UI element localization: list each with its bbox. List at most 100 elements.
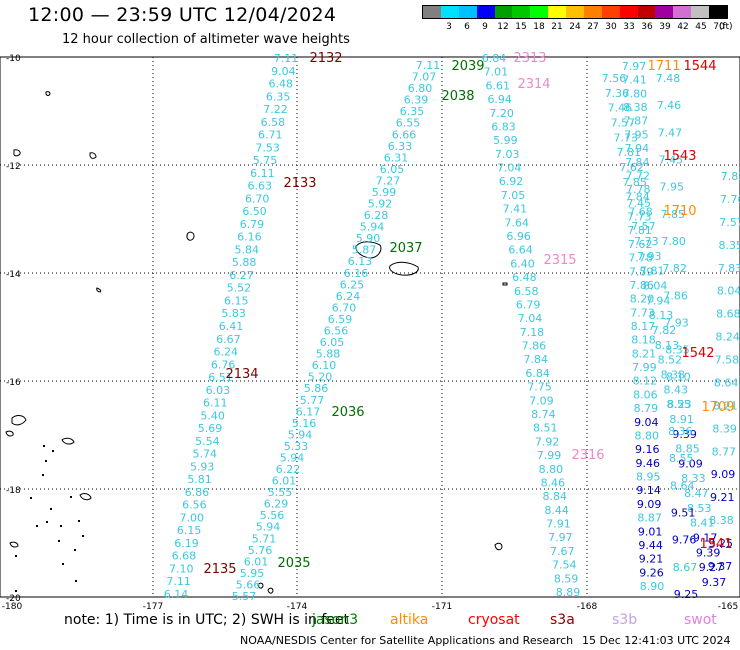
- pass-id-label: 2039: [451, 59, 484, 74]
- wave-height-value: 7.41: [503, 203, 528, 216]
- wave-height-value: 6.27: [229, 269, 254, 282]
- wave-height-value: 8.36: [668, 425, 693, 438]
- wave-height-value: 5.81: [187, 473, 212, 486]
- pass-id-label: 1709: [701, 400, 734, 415]
- wave-height-value: 7.73: [614, 131, 639, 144]
- wave-height-value: 5.52: [227, 282, 252, 295]
- wave-height-value: 8.38: [709, 514, 734, 527]
- colorbar-swatch: [566, 6, 584, 18]
- wave-height-value: 6.39: [404, 94, 429, 107]
- wave-height-value: 8.39: [712, 422, 737, 435]
- colorbar-swatch: [458, 6, 477, 18]
- islet: [42, 474, 44, 476]
- wave-height-value: 7.81: [640, 265, 665, 278]
- latitude-label: -14: [6, 270, 21, 280]
- wave-height-value: 6.63: [248, 180, 273, 193]
- islet: [62, 563, 64, 565]
- wave-height-value: 6.29: [264, 498, 289, 511]
- wave-height-value: 8.53: [687, 502, 712, 515]
- wave-height-value: 5.93: [190, 460, 215, 473]
- island-j: [257, 582, 264, 589]
- pass-id-label: 1542: [681, 346, 714, 361]
- wave-height-value: 6.67: [216, 333, 241, 346]
- legend-s3a: s3a: [550, 612, 575, 628]
- wave-height-value: 5.92: [368, 198, 393, 211]
- wave-height-value: 7.94: [646, 294, 671, 307]
- colorbar-swatch: [548, 6, 566, 18]
- colorbar-label: 24: [569, 22, 581, 32]
- wave-height-value: 8.43: [664, 383, 689, 396]
- pass-id-label: 1711: [647, 59, 680, 74]
- pass-id-label: 2038: [441, 89, 474, 104]
- wave-height-value: 5.75: [253, 154, 278, 167]
- wave-height-value: 7.84: [625, 156, 650, 169]
- wave-height-value: 7.99: [537, 449, 562, 462]
- wave-height-value: 6.05: [320, 336, 345, 349]
- wave-height-value: 6.10: [312, 359, 337, 372]
- wave-height-value: 7.85: [622, 176, 647, 189]
- wave-height-value: 9.14: [636, 484, 661, 497]
- wave-height-value: 6.22: [276, 463, 301, 476]
- wave-height-value: 6.48: [269, 78, 294, 91]
- wave-height-value: 5.94: [256, 521, 281, 534]
- wave-height-value: 7.09: [529, 394, 554, 407]
- wave-height-value: 6.15: [177, 524, 202, 537]
- wave-height-value: 7.46: [657, 99, 682, 112]
- wave-height-value: 5.99: [493, 134, 518, 147]
- wave-height-value: 9.04: [271, 65, 296, 78]
- wave-height-value: 6.66: [392, 128, 417, 141]
- wave-height-value: 6.16: [237, 231, 262, 244]
- islet: [75, 580, 77, 582]
- colorbar-swatch: [583, 6, 602, 18]
- wave-height-value: 8.24: [715, 331, 740, 344]
- islet: [52, 450, 54, 452]
- colorbar-swatch: [691, 6, 709, 18]
- wave-height-value: 7.04: [497, 162, 522, 175]
- wave-height-value: 8.35: [665, 344, 690, 357]
- colorbar-label: 36: [641, 22, 653, 32]
- wave-height-value: 8.55: [666, 398, 691, 411]
- wave-height-value: 6.61: [486, 79, 511, 92]
- wave-height-value: 9.26: [639, 566, 664, 579]
- colorbar-swatch: [530, 6, 549, 18]
- wave-height-value: 5.95: [240, 567, 265, 580]
- wave-height-value: 9.17: [693, 532, 718, 545]
- wave-height-value: 7.81: [627, 224, 652, 237]
- island-d: [11, 415, 27, 426]
- colorbar-swatch: [494, 6, 513, 18]
- island-h: [9, 541, 19, 548]
- wave-height-value: 9.27: [699, 561, 724, 574]
- colorbar-label: 3: [446, 22, 452, 32]
- wave-height-value: 7.99: [632, 361, 657, 374]
- pass-id-label: 2035: [277, 556, 310, 571]
- wave-height-value: 7.97: [548, 531, 573, 544]
- pass-id-label: 2134: [225, 367, 258, 382]
- wave-height-value: 6.83: [491, 120, 516, 133]
- wave-height-value: 5.71: [252, 532, 277, 545]
- wave-height-value: 9.44: [638, 539, 663, 552]
- colorbar-label: 70: [713, 22, 725, 32]
- map-title: 12:00 — 23:59 UTC 12/04/2024: [28, 4, 337, 26]
- legend-swot: swot: [684, 612, 717, 628]
- wave-height-value: 7.95: [624, 128, 649, 141]
- footnote: note: 1) Time is in UTC; 2) SWH is in fe…: [64, 612, 350, 628]
- wave-height-value: 6.70: [245, 192, 270, 205]
- colorbar-label: 15: [515, 22, 527, 32]
- wave-height-value: 6.94: [487, 93, 512, 106]
- wave-height-value: 8.89: [556, 586, 581, 599]
- wave-height-value: 8.04: [643, 280, 668, 293]
- wave-height-value: 6.80: [408, 82, 433, 95]
- map-subtitle: 12 hour collection of altimeter wave hei…: [62, 32, 350, 47]
- wave-height-value: 9.21: [639, 553, 664, 566]
- wave-height-value: 6.50: [242, 205, 267, 218]
- wave-height-value: 7.45: [626, 197, 651, 210]
- wave-height-value: 9.37: [702, 576, 727, 589]
- wave-height-value: 8.80: [539, 463, 564, 476]
- island-samoa-west: [355, 241, 382, 259]
- wave-height-value: 8.64: [670, 479, 695, 492]
- wave-height-value: 8.85: [675, 443, 700, 456]
- island-c: [96, 287, 102, 293]
- wave-height-value: 7.76: [720, 193, 740, 206]
- wave-height-value: 8.20: [630, 293, 655, 306]
